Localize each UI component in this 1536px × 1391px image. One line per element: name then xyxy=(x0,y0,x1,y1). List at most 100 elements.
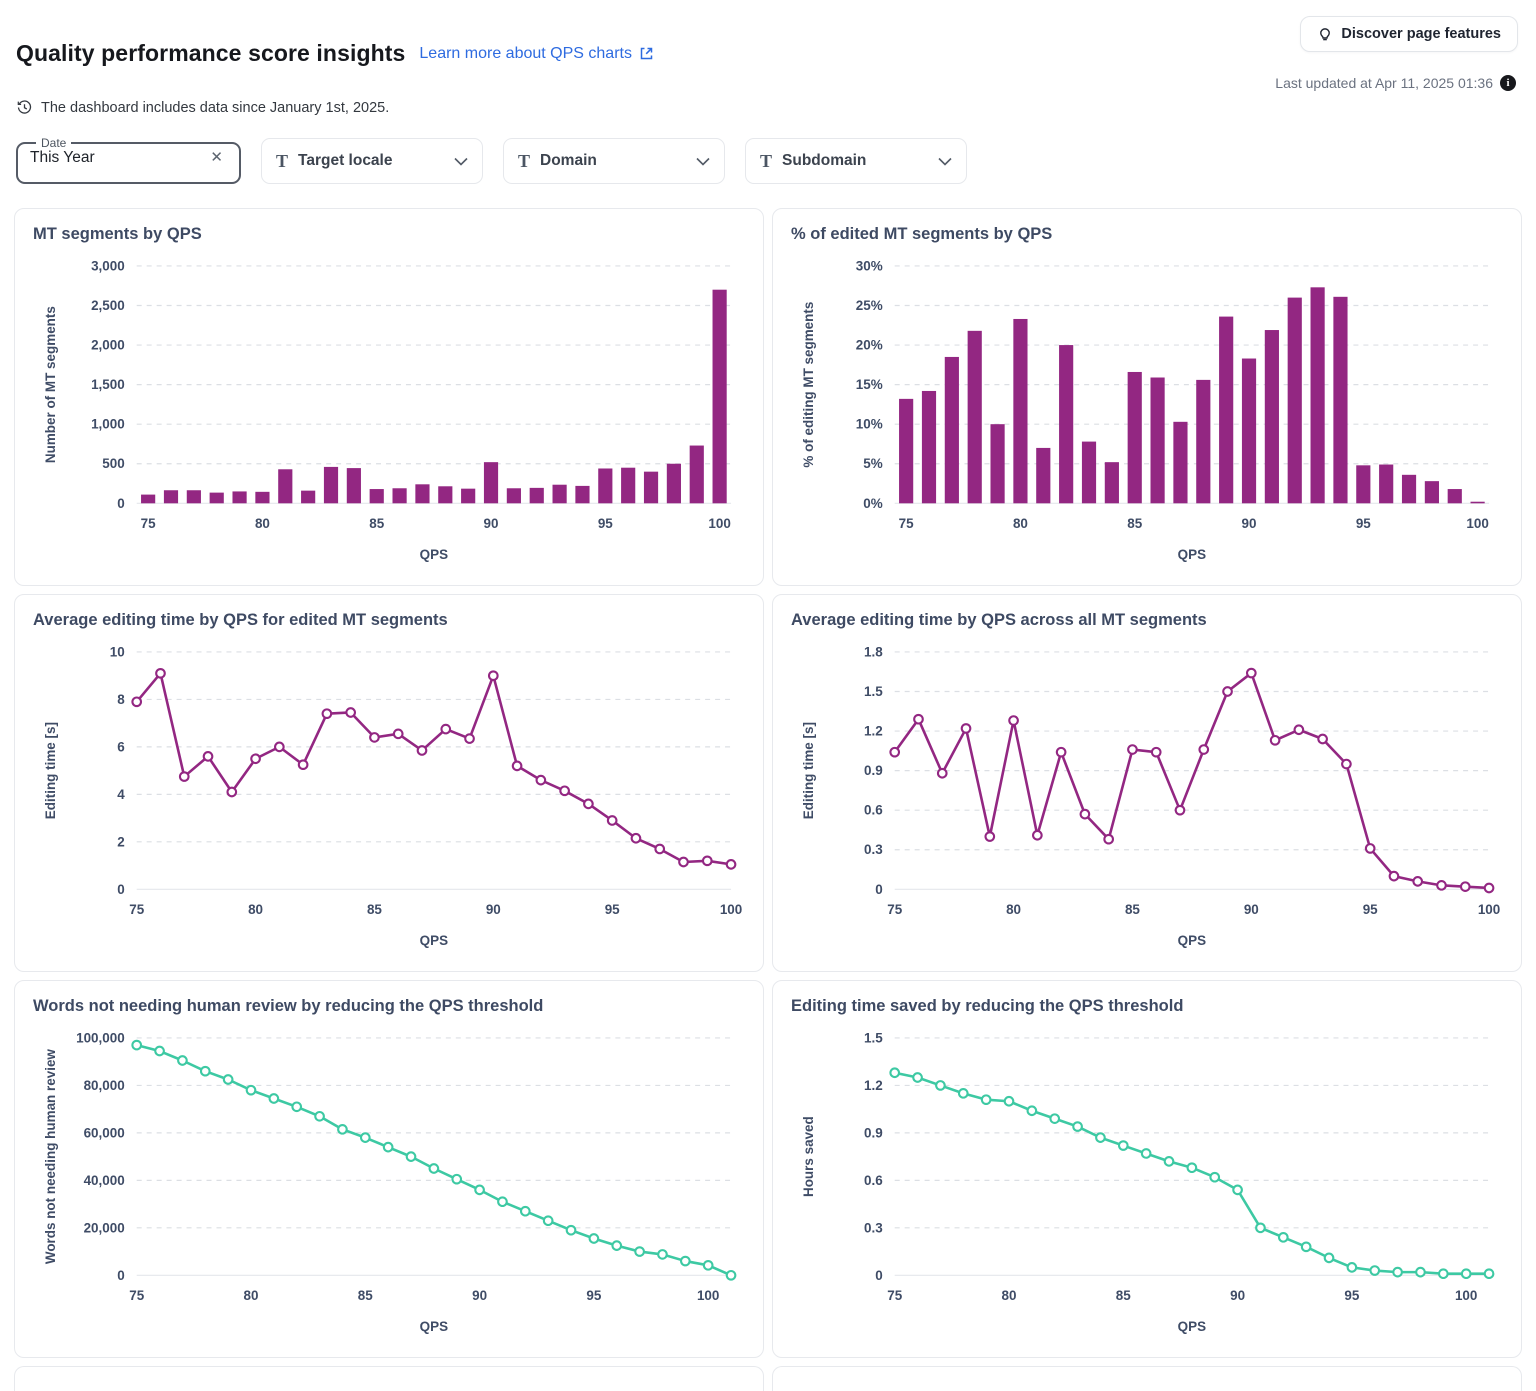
svg-text:2,000: 2,000 xyxy=(91,338,125,353)
chart-canvas-words-review: 0 20,000 40,000 60,000 80,000 100,000 75 80 85 90… xyxy=(31,1024,747,1337)
svg-text:80: 80 xyxy=(1006,902,1021,917)
subdomain-label: Subdomain xyxy=(782,152,867,169)
svg-text:0.6: 0.6 xyxy=(864,1173,883,1188)
data-since-label: The dashboard includes data since Januar… xyxy=(41,99,390,116)
svg-text:15%: 15% xyxy=(856,377,883,392)
svg-text:0: 0 xyxy=(117,496,124,511)
chart-card-pct-edited: % of edited MT segments by QPS 0% 5% 10% 15… xyxy=(772,208,1522,586)
svg-text:100: 100 xyxy=(697,1288,719,1303)
chart-card-avg-time-edited: Average editing time by QPS for edited M… xyxy=(14,594,764,972)
chart-title: % of edited MT segments by QPS xyxy=(791,225,1053,243)
svg-text:95: 95 xyxy=(1363,902,1378,917)
date-clear-button[interactable]: ✕ xyxy=(206,148,227,167)
chart-canvas-mt-segments: 0 500 1,000 1,500 2,000 2,500 3,000 75 80 85 90 95 1… xyxy=(31,252,747,565)
date-filter[interactable]: Date This Year ✕ xyxy=(16,136,241,184)
data-since-note: The dashboard includes data since Januar… xyxy=(16,99,1520,116)
info-icon[interactable]: i xyxy=(1500,75,1516,91)
svg-text:75: 75 xyxy=(887,902,902,917)
svg-text:60,000: 60,000 xyxy=(84,1125,125,1140)
svg-text:5%: 5% xyxy=(863,456,882,471)
svg-text:Words not needing human review: Words not needing human review xyxy=(43,1049,58,1265)
svg-text:0: 0 xyxy=(117,1268,124,1283)
svg-text:85: 85 xyxy=(1127,516,1142,531)
svg-text:80,000: 80,000 xyxy=(84,1078,125,1093)
chart-card-avg-time-all: Average editing time by QPS across all M… xyxy=(772,594,1522,972)
svg-text:95: 95 xyxy=(586,1288,601,1303)
svg-text:0.9: 0.9 xyxy=(864,763,883,778)
svg-text:90: 90 xyxy=(1244,902,1259,917)
learn-more-link[interactable]: Learn more about QPS charts xyxy=(419,45,654,63)
svg-text:25%: 25% xyxy=(856,298,883,313)
svg-text:% of editing MT segments: % of editing MT segments xyxy=(801,302,816,468)
discover-button-label: Discover page features xyxy=(1341,26,1501,42)
svg-text:0%: 0% xyxy=(863,496,882,511)
svg-text:100: 100 xyxy=(708,516,730,531)
svg-text:1.2: 1.2 xyxy=(864,1078,883,1093)
svg-text:1.5: 1.5 xyxy=(864,1030,883,1045)
svg-text:20,000: 20,000 xyxy=(84,1220,125,1235)
domain-dropdown[interactable]: T Domain xyxy=(503,138,725,184)
svg-text:0.3: 0.3 xyxy=(864,842,883,857)
svg-text:8: 8 xyxy=(117,692,125,707)
svg-text:80: 80 xyxy=(244,1288,259,1303)
svg-text:0.6: 0.6 xyxy=(864,803,883,818)
svg-text:90: 90 xyxy=(484,516,499,531)
svg-text:95: 95 xyxy=(1344,1288,1359,1303)
chart-title: MT segments by QPS xyxy=(33,225,202,243)
svg-text:100: 100 xyxy=(720,902,742,917)
target-locale-label: Target locale xyxy=(298,152,393,169)
svg-text:10: 10 xyxy=(110,644,125,659)
chart-canvas-time-saved: 0 0.3 0.6 0.9 1.2 1.5 75 80 85 90 95 100 QPS Hours sa… xyxy=(789,1024,1505,1337)
history-icon xyxy=(16,99,33,116)
svg-text:Editing time [s]: Editing time [s] xyxy=(801,722,816,819)
chart-canvas-pct-edited: 0% 5% 10% 15% 20% 25% 30% 75 80 85 90 95 100 QPS % of … xyxy=(789,252,1505,565)
svg-text:75: 75 xyxy=(141,516,156,531)
last-updated-label: Last updated at Apr 11, 2025 01:36 xyxy=(1275,75,1493,91)
subdomain-dropdown[interactable]: T Subdomain xyxy=(745,138,967,184)
domain-label: Domain xyxy=(540,152,597,169)
chart-title: Average editing time by QPS for edited M… xyxy=(33,611,448,629)
charts-grid: MT segments by QPS 0 500 1,000 1,500 2,000 2,… xyxy=(14,208,1522,1391)
svg-text:QPS: QPS xyxy=(1178,547,1206,562)
svg-text:40,000: 40,000 xyxy=(84,1173,125,1188)
svg-text:Editing time [s]: Editing time [s] xyxy=(43,722,58,819)
chart-card-words-review: Words not needing human review by reduci… xyxy=(14,980,764,1358)
filter-type-icon: T xyxy=(276,151,289,171)
svg-text:6: 6 xyxy=(117,739,124,754)
svg-text:80: 80 xyxy=(248,902,263,917)
svg-text:1,000: 1,000 xyxy=(91,417,125,432)
svg-text:QPS: QPS xyxy=(1178,933,1206,948)
svg-text:1.2: 1.2 xyxy=(864,724,883,739)
svg-text:1,500: 1,500 xyxy=(91,377,125,392)
page-header: Discover page features Quality performan… xyxy=(0,0,1536,116)
svg-text:85: 85 xyxy=(358,1288,373,1303)
discover-page-features-button[interactable]: Discover page features xyxy=(1300,16,1518,52)
svg-text:90: 90 xyxy=(486,902,501,917)
svg-text:90: 90 xyxy=(1242,516,1257,531)
svg-text:95: 95 xyxy=(598,516,613,531)
svg-text:0: 0 xyxy=(875,882,882,897)
svg-text:QPS: QPS xyxy=(420,1319,448,1334)
next-row-card-partial xyxy=(772,1366,1522,1391)
svg-text:100: 100 xyxy=(1466,516,1488,531)
svg-text:4: 4 xyxy=(117,787,125,802)
learn-more-label: Learn more about QPS charts xyxy=(419,44,632,62)
svg-text:85: 85 xyxy=(367,902,382,917)
filter-bar: Date This Year ✕ T Target locale T Domai… xyxy=(16,136,1520,184)
chevron-down-icon xyxy=(696,157,710,166)
svg-text:85: 85 xyxy=(369,516,384,531)
svg-text:0: 0 xyxy=(875,1268,882,1283)
filter-type-icon: T xyxy=(760,151,773,171)
chart-canvas-avg-time-edited: 0 2 4 6 8 10 75 80 85 90 95 100 QPS Editing time [s] xyxy=(31,638,747,951)
lightbulb-icon xyxy=(1317,26,1333,42)
svg-text:75: 75 xyxy=(887,1288,902,1303)
svg-text:0.3: 0.3 xyxy=(864,1220,883,1235)
svg-text:75: 75 xyxy=(129,1288,144,1303)
svg-text:80: 80 xyxy=(255,516,270,531)
target-locale-dropdown[interactable]: T Target locale xyxy=(261,138,483,184)
external-link-icon xyxy=(639,46,654,61)
svg-text:3,000: 3,000 xyxy=(91,258,125,273)
svg-text:2: 2 xyxy=(117,834,124,849)
chart-card-mt-segments: MT segments by QPS 0 500 1,000 1,500 2,000 2,… xyxy=(14,208,764,586)
svg-text:95: 95 xyxy=(605,902,620,917)
